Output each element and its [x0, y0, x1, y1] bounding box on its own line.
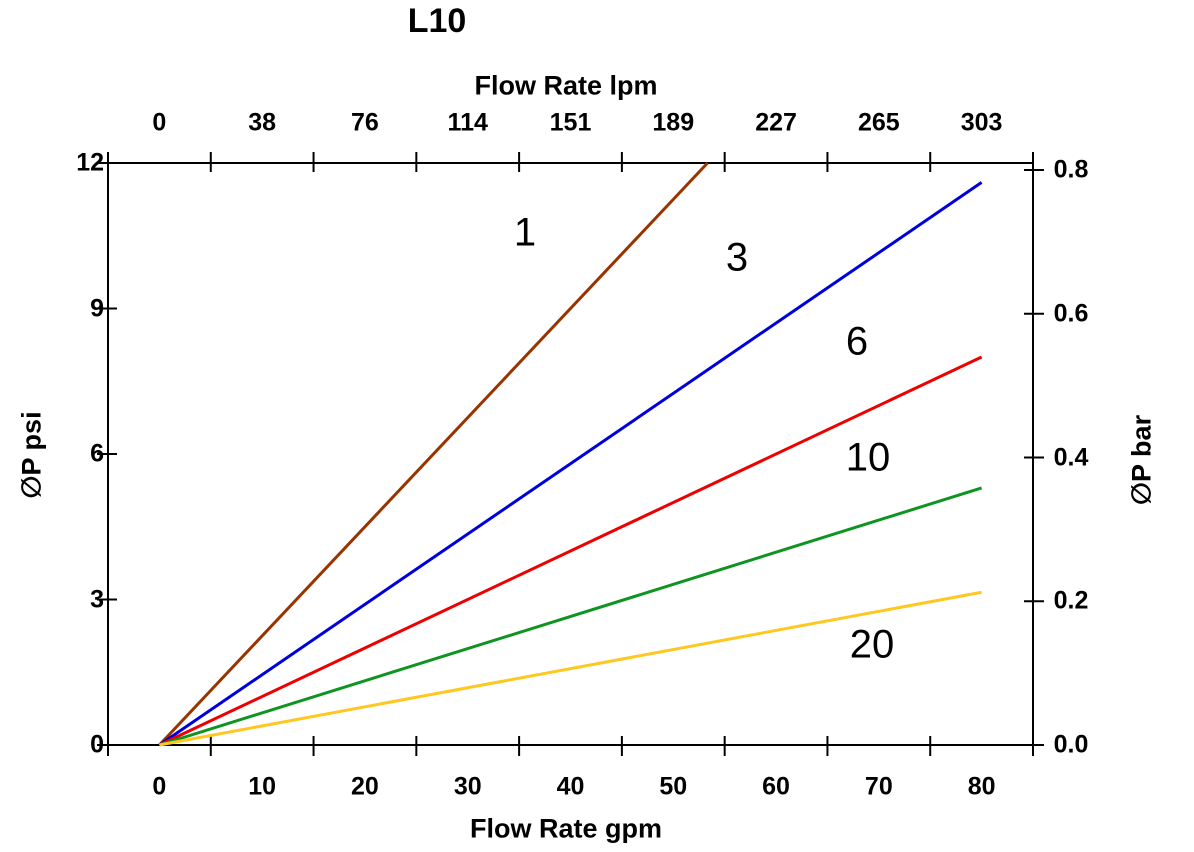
series-label-10: 10: [845, 435, 891, 480]
top-tick-label: 76: [351, 108, 379, 137]
bottom-axis-title: Flow Rate gpm: [469, 813, 663, 844]
left-tick-label: 3: [90, 585, 104, 613]
right-tick-label: 0.2: [1053, 586, 1089, 615]
top-tick-label: 189: [652, 108, 695, 137]
chart-title: L10: [407, 2, 467, 40]
right-tick-label: 0.0: [1053, 730, 1089, 759]
bottom-tick-label: 30: [453, 772, 482, 801]
bottom-tick-label: 50: [659, 772, 688, 801]
right-tick-label: 0.8: [1053, 155, 1089, 184]
series-line-10: [158, 486, 983, 747]
bottom-tick-label: 10: [248, 772, 277, 801]
left-axis-title: ∅P psi: [16, 411, 47, 499]
bottom-tick-label: 0: [152, 772, 167, 801]
left-tick-label: 9: [90, 294, 104, 322]
series-line-20: [159, 590, 982, 747]
right-tick-label: 0.6: [1053, 299, 1089, 328]
top-tick-label: 151: [549, 108, 592, 137]
series-line-3: [158, 181, 983, 747]
top-tick-label: 38: [248, 108, 277, 137]
bottom-tick-label: 80: [967, 772, 996, 801]
top-tick-label: 0: [152, 108, 167, 137]
top-tick-label: 265: [857, 108, 900, 137]
right-axis-title: ∅P bar: [1126, 414, 1157, 506]
right-tick-label: 0.4: [1053, 443, 1089, 471]
series-label-3: 3: [725, 235, 749, 280]
plot-frame: [107, 162, 1034, 746]
series-line-1: [158, 161, 709, 747]
left-tick-label: 0: [90, 730, 104, 759]
left-tick-label: 6: [90, 439, 104, 468]
series-label-1: 1: [513, 210, 537, 255]
series-line-6: [158, 355, 983, 747]
top-tick-label: 227: [755, 108, 797, 137]
top-axis-title: Flow Rate lpm: [474, 70, 658, 101]
left-tick-label: 12: [76, 148, 104, 177]
top-tick-label: 114: [447, 108, 488, 137]
bottom-tick-label: 60: [762, 772, 790, 801]
bottom-tick-label: 40: [556, 772, 585, 801]
top-tick-label: 303: [960, 108, 1003, 137]
bottom-tick-label: 20: [351, 772, 379, 801]
series-label-20: 20: [849, 622, 895, 667]
bottom-tick-label: 70: [864, 772, 893, 801]
series-label-6: 6: [845, 319, 869, 364]
